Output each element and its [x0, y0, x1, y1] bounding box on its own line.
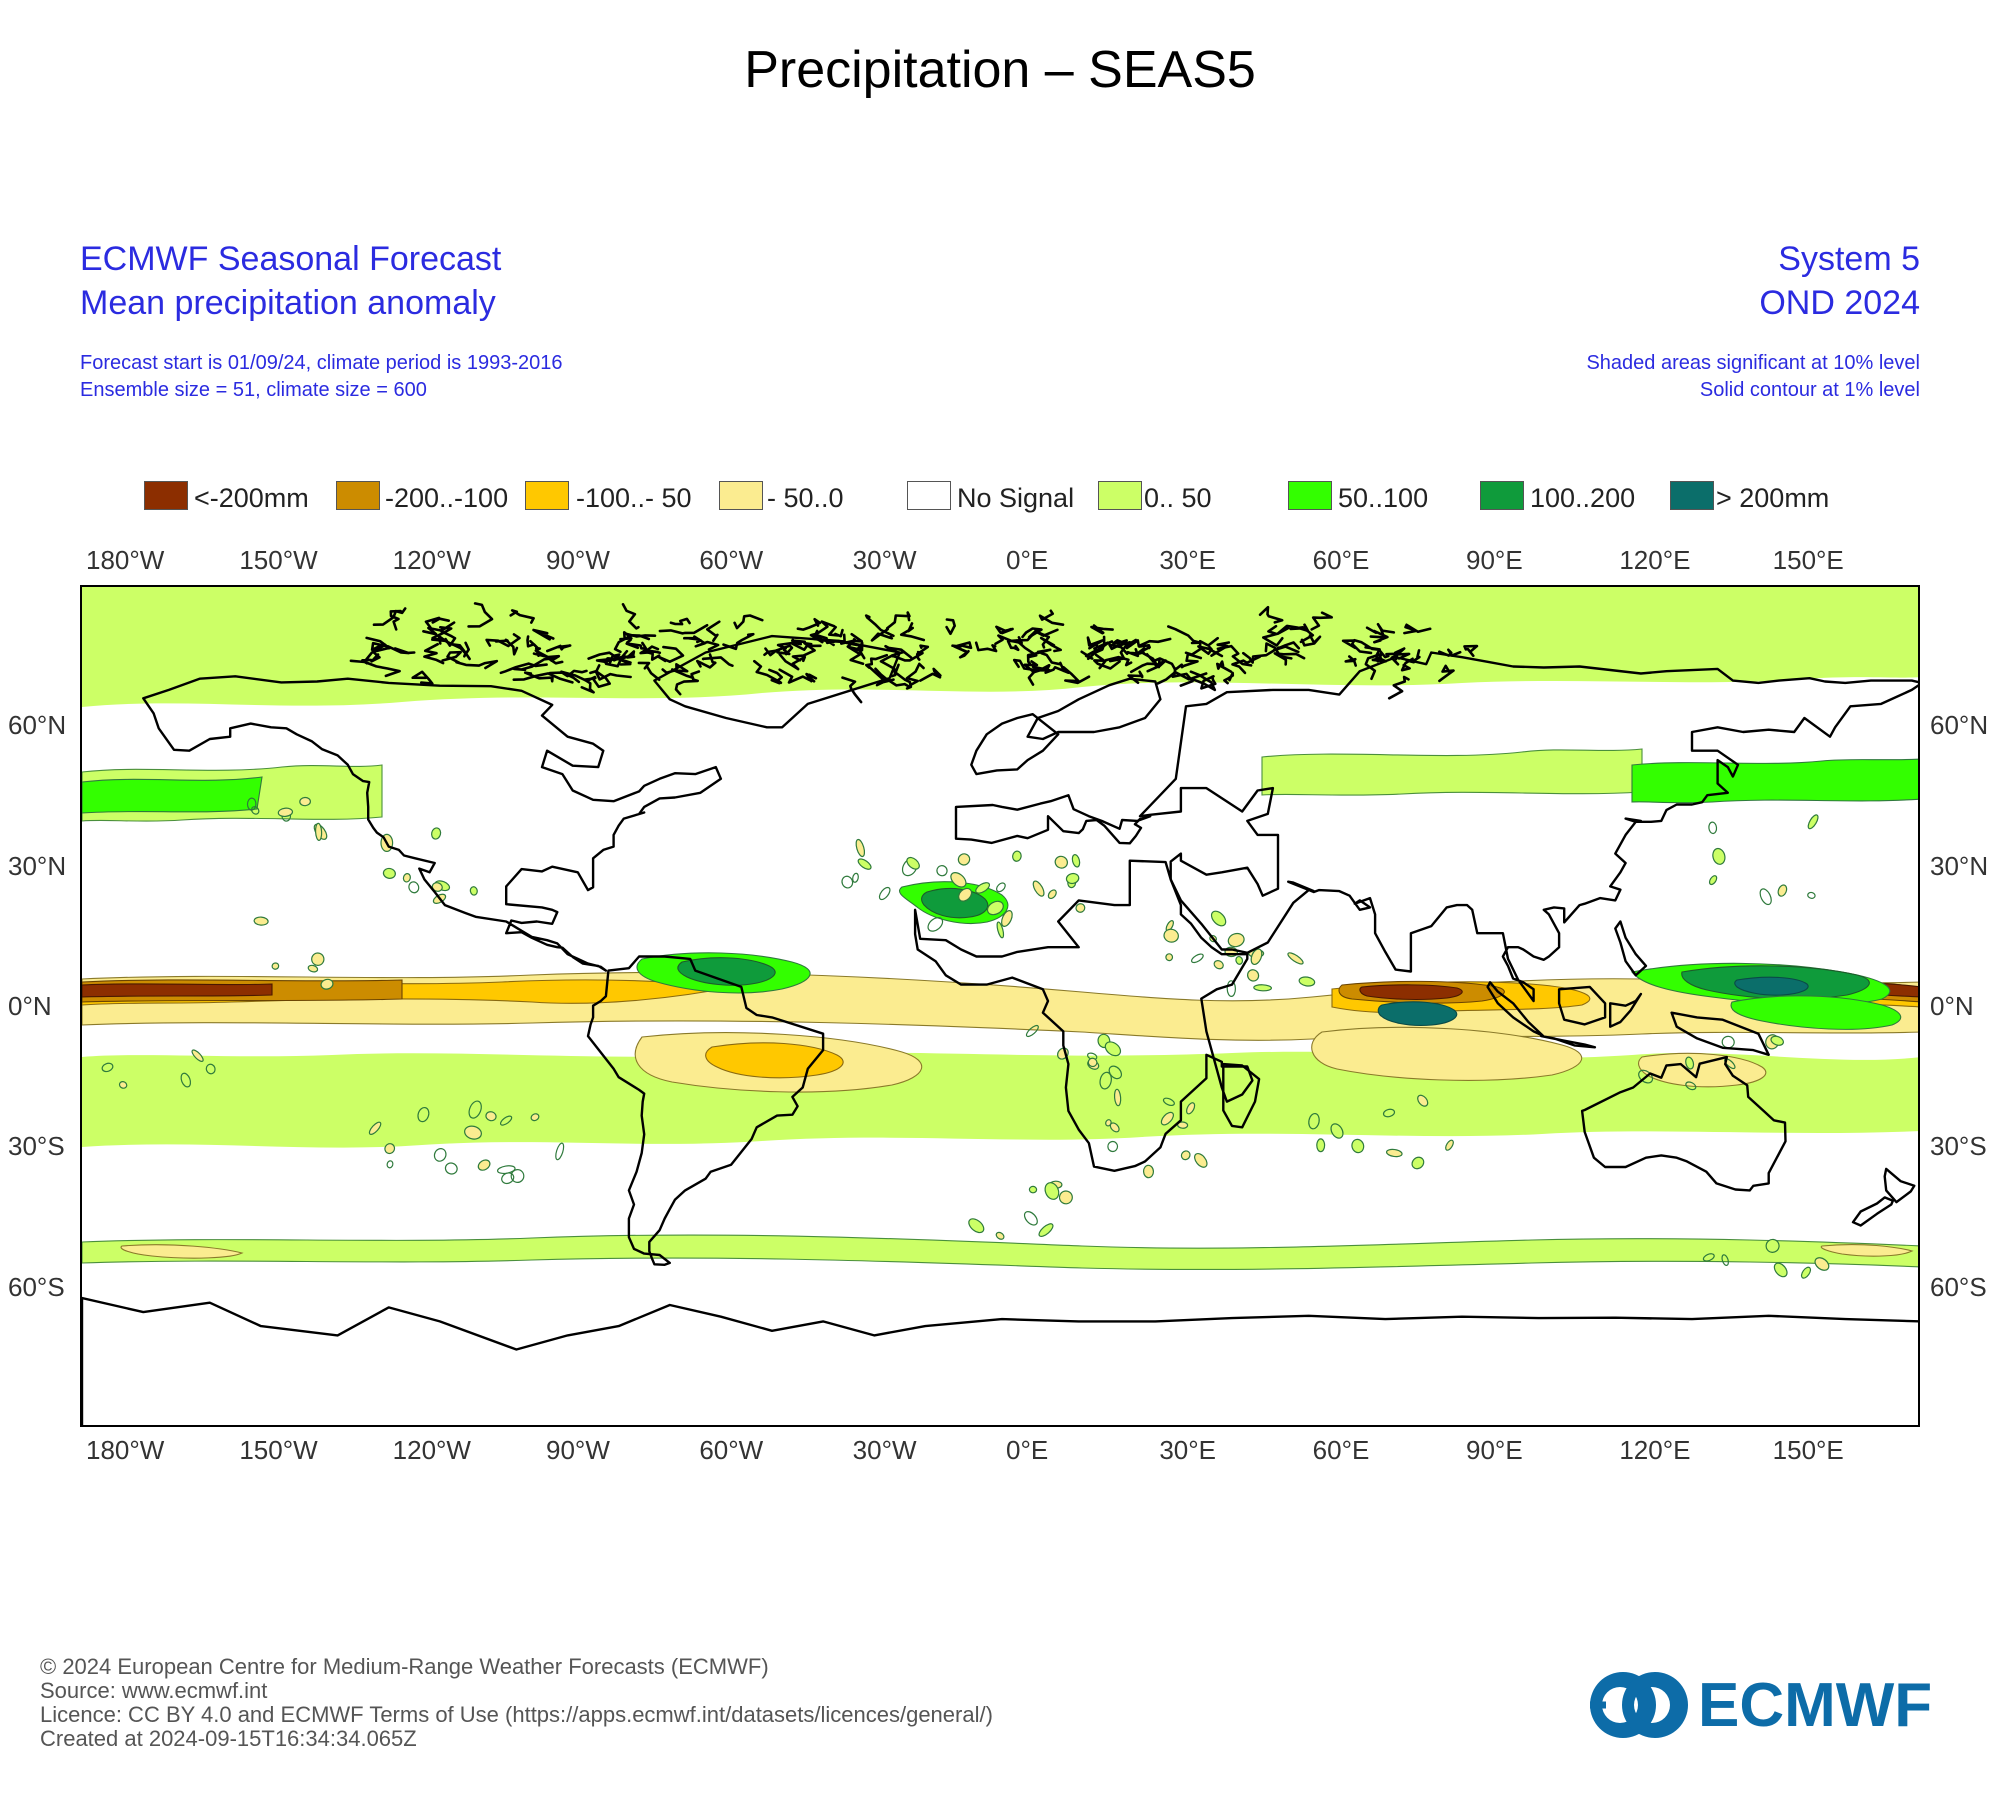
svg-text:ECMWF: ECMWF	[1698, 1672, 1930, 1738]
